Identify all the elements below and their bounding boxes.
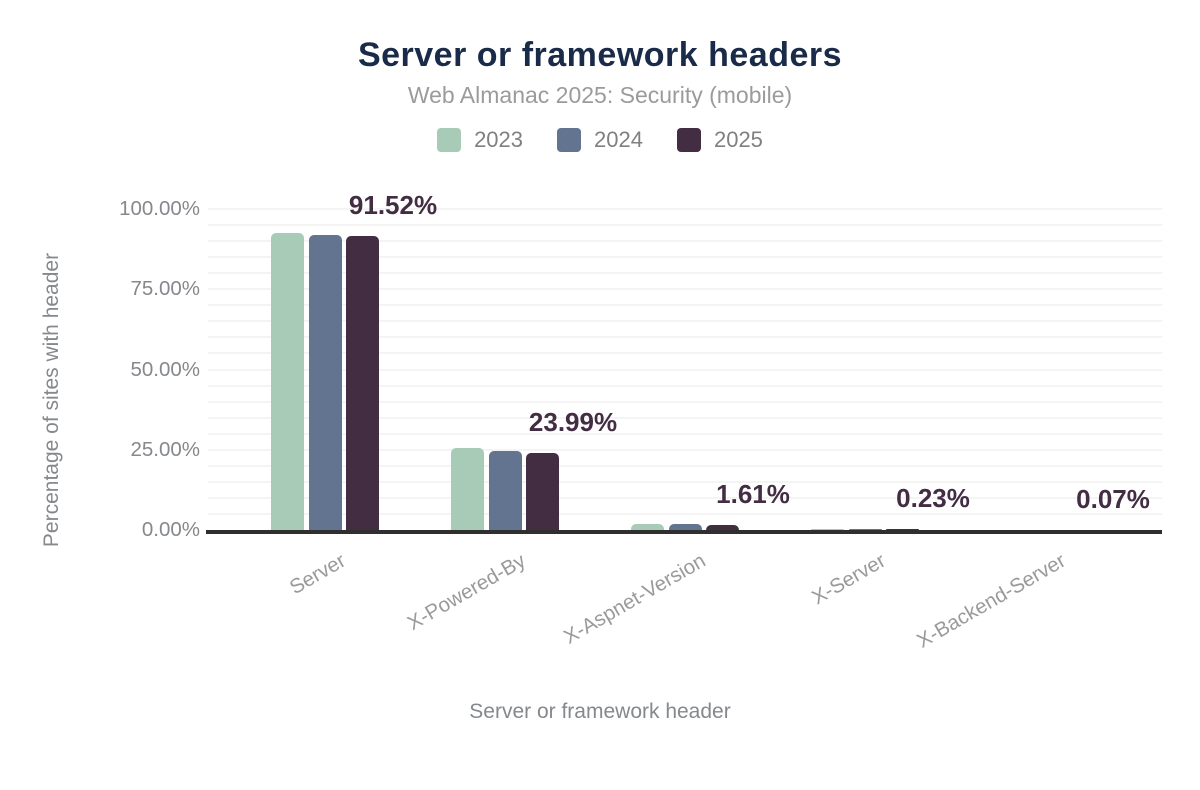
bar-value-label: 91.52% [348,190,438,221]
gridline [208,240,1162,243]
legend-label: 2024 [594,127,643,152]
gridline [208,480,1162,483]
y-tick-label: 0.00% [141,518,200,541]
gridline [208,288,1162,291]
gridline [208,336,1162,339]
y-axis-title: Percentage of sites with header [40,252,63,548]
y-tick-label: 100.00% [119,197,200,220]
y-tick-label: 75.00% [130,277,200,301]
legend-swatch-icon [437,128,462,152]
gridline [208,368,1162,371]
legend-item-2024[interactable]: 2024 [557,127,643,153]
legend-label: 2025 [713,127,763,152]
x-axis-title: Server or framework header [469,700,731,723]
legend-swatch-icon [557,128,582,152]
bar-2023-X-Aspnet-Version[interactable] [631,523,664,530]
y-tick-label: 25.00% [130,437,200,461]
gridline [208,384,1162,387]
bar-2023-X-Powered-By[interactable] [451,448,484,530]
gridline [208,208,1162,210]
gridline [208,432,1162,435]
legend-item-2025[interactable]: 2025 [676,127,763,153]
bar-2025-Server[interactable] [346,236,379,530]
bar-value-label: 0.23% [896,483,970,514]
bar-value-label: 0.07% [1076,483,1150,514]
x-axis-line [206,529,1162,534]
gridline [208,416,1162,419]
legend-swatch-icon [676,128,701,152]
bar-value-label: 1.61% [716,478,790,509]
legend-label: 2023 [474,127,524,152]
bar-value-label: 23.99% [528,406,618,437]
bar-2024-X-Powered-By[interactable] [488,450,522,530]
gridline [208,512,1162,515]
legend: 2023 2024 2025 [0,127,1200,153]
gridline [208,304,1162,307]
chart-subtitle: Web Almanac 2025: Security (mobile) [407,82,793,108]
gridline [208,272,1162,275]
chart-title: Server or framework headers [357,36,843,74]
gridline [208,352,1162,355]
gridline [208,256,1162,259]
legend-item-2023[interactable]: 2023 [437,127,523,153]
bar-2025-X-Aspnet-Version[interactable] [706,524,739,530]
bar-2024-Server[interactable] [308,234,342,530]
gridline [208,224,1162,227]
gridline [208,496,1162,499]
gridline [208,464,1162,467]
gridline [208,320,1162,323]
bar-2024-X-Aspnet-Version[interactable] [668,524,702,530]
bar-2025-X-Powered-By[interactable] [526,452,559,530]
bar-2023-Server[interactable] [271,233,304,530]
gridline [208,400,1162,403]
y-tick-label: 50.00% [130,357,200,381]
gridline [208,448,1162,451]
